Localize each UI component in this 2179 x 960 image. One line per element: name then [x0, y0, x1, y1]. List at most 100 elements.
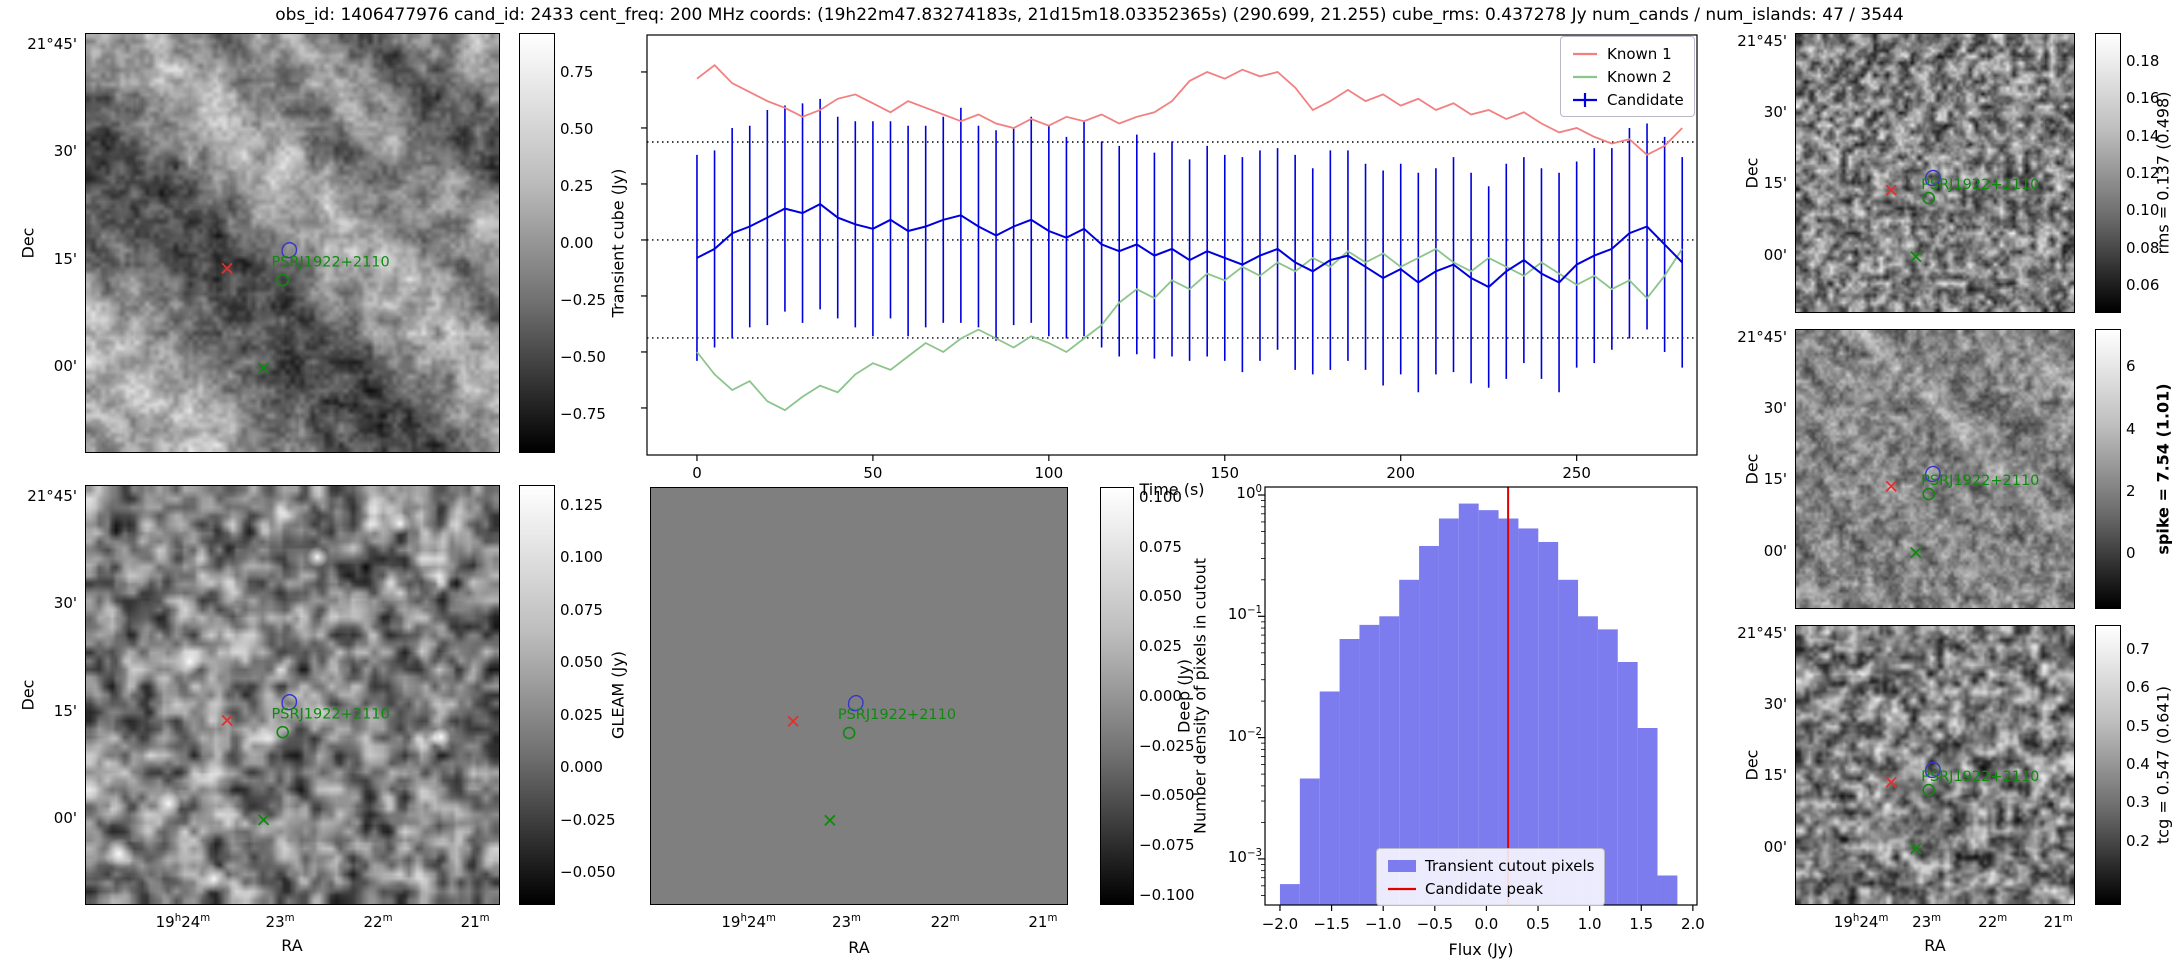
colorbar-tick-label: 0.50: [560, 120, 593, 138]
ra-tick-mark: [1993, 610, 1995, 616]
colorbar-tick-label: 0.18: [2126, 52, 2159, 70]
ra-tick-label: 19h24m: [721, 913, 776, 931]
panel-spike-cutout: PSRJ1922+2110: [1795, 329, 2075, 609]
histogram-patch: [1388, 860, 1416, 872]
ra-tick-mark: [183, 454, 185, 460]
dec-tick-label: 15': [0, 702, 77, 720]
dec-tick-label: 15': [1709, 470, 1787, 488]
ra-tick-mark: [2058, 610, 2060, 616]
candidate-inspection-figure: obs_id: 1406477976 cand_id: 2433 cent_fr…: [0, 0, 2179, 960]
dec-tick-mark: [78, 603, 84, 605]
known1-line-swatch: [1571, 47, 1599, 61]
dec-tick-label: 21°45': [1709, 32, 1787, 50]
colorbar-tcg: [2095, 625, 2121, 905]
colorbar-tick-label: 0.3: [2126, 793, 2150, 811]
source-name-label: PSRJ1922+2110: [1921, 177, 2039, 193]
colorbar-tick-label: 0.025: [560, 706, 603, 724]
ra-tick-label: 22m: [931, 913, 960, 931]
dec-tick-label: 30': [0, 142, 77, 160]
source-markers-overlay: PSRJ1922+2110: [86, 486, 500, 905]
histogram-bar: [1300, 779, 1320, 905]
colorbar-tick-label: 0.6: [2126, 678, 2150, 696]
x-tick-label: 0.0: [1474, 915, 1498, 933]
ra-tick-mark: [1993, 906, 1995, 912]
panel-deep-cutout: PSRJ1922+2110: [650, 487, 1068, 905]
dec-tick-mark: [1788, 775, 1794, 777]
histogram-y-tick-label: 10−2: [1206, 727, 1262, 745]
colorbar-tick-label: −0.025: [560, 811, 616, 829]
colorbar-tick-label: −0.050: [1139, 786, 1195, 804]
ra-tick-mark: [1043, 906, 1045, 912]
dec-tick-mark: [1788, 41, 1794, 43]
dec-tick-mark: [1788, 847, 1794, 849]
colorbar-tick-label: 0: [2126, 544, 2136, 562]
ra-tick-mark: [1927, 314, 1929, 320]
x-tick-label: 100: [1035, 464, 1064, 482]
legend-item-known2: Known 2: [1571, 65, 1684, 88]
dec-tick-mark: [643, 818, 649, 820]
colorbar-tick-label: 6: [2126, 357, 2136, 375]
x-tick-label: −0.5: [1417, 915, 1453, 933]
panel-tcg-cutout: PSRJ1922+2110: [1795, 625, 2075, 905]
colorbar-tick-label: 0.7: [2126, 640, 2150, 658]
dec-tick-mark: [1788, 704, 1794, 706]
dec-tick-mark: [1788, 479, 1794, 481]
source-name-label: PSRJ1922+2110: [1921, 769, 2039, 785]
colorbar-tick-label: 0.050: [560, 653, 603, 671]
ra-tick-mark: [475, 454, 477, 460]
ra-axis-label: RA: [1924, 936, 1945, 955]
ra-tick-mark: [280, 454, 282, 460]
legend-label-known1: Known 1: [1607, 45, 1672, 63]
histogram-bar: [1320, 691, 1340, 905]
ra-tick-label: 23m: [832, 913, 861, 931]
colorbar-gleam: [519, 485, 555, 905]
legend-label-candidate: Candidate: [1607, 91, 1684, 109]
histogram-y-tick-label: 10−1: [1206, 605, 1262, 623]
ra-tick-mark: [1861, 610, 1863, 616]
ra-tick-mark: [1861, 906, 1863, 912]
ra-tick-mark: [846, 906, 848, 912]
legend-item-known1: Known 1: [1571, 42, 1684, 65]
series-line-known-1: [697, 65, 1682, 155]
colorbar-label-gleam: GLEAM (Jy): [609, 651, 628, 739]
colorbar-tick-label: 0.10: [2126, 201, 2159, 219]
dec-tick-label: 00': [0, 809, 77, 827]
colorbar-label-spike: spike = 7.54 (1.01): [2154, 383, 2173, 554]
colorbar-tick-label: 0.000: [1139, 687, 1182, 705]
colorbar-tick-label: 0.75: [560, 63, 593, 81]
dec-tick-label: 15': [1709, 174, 1787, 192]
green-circle-marker: [1923, 785, 1934, 796]
x-tick-label: −1.0: [1365, 915, 1401, 933]
dec-tick-label: 21°45': [1709, 624, 1787, 642]
colorbar-deep: [1100, 487, 1134, 905]
panel-rms-cutout: PSRJ1922+2110: [1795, 33, 2075, 313]
dec-tick-label: 30': [1709, 399, 1787, 417]
dec-tick-mark: [78, 818, 84, 820]
colorbar-tick-label: 0.00: [560, 234, 593, 252]
dec-tick-label: 00': [0, 357, 77, 375]
ra-tick-label: 19h24m: [156, 913, 211, 931]
dec-tick-label: 00': [1709, 838, 1787, 856]
legend-item-candidate: Candidate: [1571, 88, 1684, 111]
colorbar-tick-label: 0.06: [2126, 276, 2159, 294]
histogram-y-tick-label: 10−3: [1206, 848, 1262, 866]
colorbar-tick-label: −0.50: [560, 348, 606, 366]
dec-tick-label: 30': [1709, 695, 1787, 713]
source-markers-overlay: PSRJ1922+2110: [651, 488, 1068, 905]
dec-tick-label: 15': [0, 250, 77, 268]
ra-tick-label: 23m: [266, 913, 295, 931]
known2-line-swatch: [1571, 70, 1599, 84]
source-markers-overlay: PSRJ1922+2110: [1796, 330, 2075, 609]
dec-tick-mark: [78, 259, 84, 261]
legend-item-cutout-pixels: Transient cutout pixels: [1387, 854, 1594, 877]
dec-tick-label: 21°45': [0, 487, 77, 505]
x-tick-label: 2.0: [1681, 915, 1705, 933]
histogram-bar: [1459, 504, 1479, 905]
ra-tick-mark: [1861, 314, 1863, 320]
ra-tick-label: 22m: [363, 913, 392, 931]
colorbar-tick-label: 0.000: [560, 758, 603, 776]
candidate-peak-line-swatch: [1387, 881, 1417, 896]
ra-axis-label: RA: [848, 938, 869, 957]
x-tick-label: 0: [692, 464, 702, 482]
dec-tick-mark: [78, 151, 84, 153]
